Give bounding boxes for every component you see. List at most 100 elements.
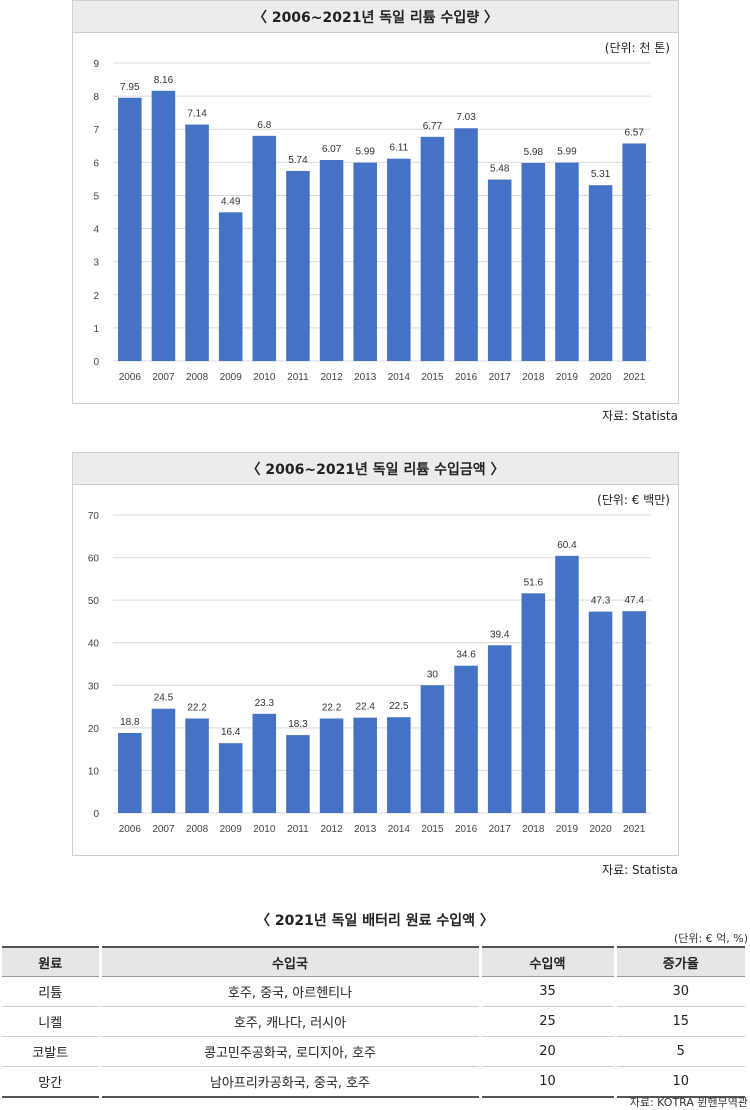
table-row: 리튬 호주, 중국, 아르헨티나 35 30 bbox=[2, 976, 745, 1007]
bar bbox=[151, 708, 176, 813]
x-tick-label: 2017 bbox=[489, 824, 512, 835]
data-label: 22.2 bbox=[322, 702, 342, 713]
bar bbox=[319, 160, 344, 361]
data-label: 7.95 bbox=[120, 82, 140, 93]
table-cell: 10 bbox=[478, 1066, 615, 1098]
data-label: 60.4 bbox=[557, 540, 577, 551]
table-cell: 니켈 bbox=[2, 1006, 100, 1037]
table-cell: 망간 bbox=[2, 1066, 100, 1098]
data-label: 18.3 bbox=[288, 719, 308, 730]
y-tick-label: 70 bbox=[88, 511, 100, 522]
bar bbox=[118, 97, 142, 362]
y-tick-label: 3 bbox=[93, 258, 99, 269]
column-header: 수입국 bbox=[98, 946, 480, 977]
x-tick-label: 2008 bbox=[186, 824, 209, 835]
bar bbox=[454, 665, 478, 813]
chart-frame: (단위: 천 톤) 0 1 2 3 4 5 6 7 8 9 7.95 2006 8.16 2007 7.14… bbox=[72, 32, 679, 404]
x-tick-label: 2009 bbox=[220, 824, 243, 835]
bar bbox=[622, 143, 646, 361]
data-label: 23.3 bbox=[255, 698, 275, 709]
data-label: 47.4 bbox=[624, 595, 644, 606]
table-cell: 5 bbox=[613, 1036, 745, 1067]
column-header: 수입액 bbox=[478, 946, 615, 977]
x-tick-label: 2019 bbox=[556, 372, 579, 383]
bar bbox=[387, 158, 411, 361]
table-cell: 호주, 캐나다, 러시아 bbox=[98, 1006, 480, 1037]
y-tick-label: 6 bbox=[93, 158, 99, 169]
table-cell: 15 bbox=[613, 1006, 745, 1037]
bar bbox=[319, 718, 344, 813]
bar bbox=[286, 735, 310, 813]
x-tick-label: 2006 bbox=[119, 372, 142, 383]
data-label: 24.5 bbox=[154, 693, 174, 704]
data-label: 47.3 bbox=[591, 596, 611, 607]
data-label: 39.4 bbox=[490, 629, 510, 640]
bar bbox=[420, 136, 445, 361]
data-label: 8.16 bbox=[154, 75, 174, 86]
chart-frame: (단위: € 백만) 0 10 20 30 40 50 60 70 18.8 2006 24.5 20… bbox=[72, 484, 679, 856]
table-cell: 35 bbox=[478, 976, 615, 1007]
data-label: 7.14 bbox=[187, 109, 207, 120]
y-tick-label: 30 bbox=[88, 681, 100, 692]
bar bbox=[420, 685, 445, 813]
bar bbox=[286, 170, 310, 361]
x-tick-label: 2011 bbox=[287, 372, 309, 383]
y-tick-label: 0 bbox=[93, 357, 99, 368]
y-tick-label: 60 bbox=[88, 554, 100, 565]
bar bbox=[521, 593, 546, 813]
table-header-row: 원료 수입국 수입액 증가율 bbox=[2, 946, 745, 977]
bar bbox=[387, 717, 411, 813]
y-tick-label: 9 bbox=[93, 59, 99, 70]
bar bbox=[185, 124, 209, 361]
bar bbox=[185, 718, 209, 813]
data-label: 7.03 bbox=[456, 112, 476, 123]
x-tick-label: 2016 bbox=[455, 824, 478, 835]
table-row: 코발트 콩고민주공화국, 로디지아, 호주 20 5 bbox=[2, 1036, 745, 1067]
bar bbox=[353, 162, 377, 361]
bar bbox=[555, 555, 579, 813]
table-cell: 남아프리카공화국, 중국, 호주 bbox=[98, 1066, 480, 1098]
x-tick-label: 2014 bbox=[388, 824, 411, 835]
x-tick-label: 2010 bbox=[253, 372, 276, 383]
x-tick-label: 2013 bbox=[354, 824, 377, 835]
chart-lithium-value: 〈 2006~2021년 독일 리튬 수입금액 〉 (단위: € 백만) 0 10… bbox=[72, 452, 679, 856]
x-tick-label: 2011 bbox=[287, 824, 309, 835]
data-label: 22.4 bbox=[355, 702, 375, 713]
x-tick-label: 2013 bbox=[354, 372, 377, 383]
x-tick-label: 2012 bbox=[320, 824, 343, 835]
table-unit: (단위: € 억, %) bbox=[673, 932, 748, 945]
table-cell: 리튬 bbox=[2, 976, 100, 1007]
data-label: 4.49 bbox=[221, 196, 241, 207]
column-header: 원료 bbox=[2, 946, 100, 977]
data-label: 51.6 bbox=[524, 577, 544, 588]
data-label: 18.8 bbox=[120, 717, 140, 728]
bar bbox=[487, 179, 512, 361]
x-tick-label: 2007 bbox=[152, 372, 175, 383]
table-title: 〈 2021년 독일 배터리 원료 수입액 〉 bbox=[256, 913, 494, 929]
y-tick-label: 1 bbox=[93, 324, 99, 335]
data-label: 5.98 bbox=[524, 147, 544, 158]
x-tick-label: 2020 bbox=[589, 824, 612, 835]
data-label: 5.48 bbox=[490, 164, 510, 175]
x-tick-label: 2015 bbox=[421, 824, 444, 835]
battery-material-table: 원료 수입국 수입액 증가율 리튬 호주, 중국, 아르헨티나 35 30 니켈… bbox=[2, 946, 745, 1098]
y-tick-label: 20 bbox=[88, 724, 100, 735]
bar bbox=[487, 645, 512, 813]
unit-label: (단위: 천 톤) bbox=[604, 41, 670, 55]
table-cell: 25 bbox=[478, 1006, 615, 1037]
x-tick-label: 2017 bbox=[489, 372, 512, 383]
bar bbox=[353, 717, 377, 813]
source-label: 자료: Statista bbox=[602, 863, 678, 877]
data-label: 5.99 bbox=[355, 147, 375, 158]
chart-title: 〈 2006~2021년 독일 리튬 수입금액 〉 bbox=[72, 452, 679, 484]
table-row: 망간 남아프리카공화국, 중국, 호주 10 10 bbox=[2, 1066, 745, 1098]
y-tick-label: 8 bbox=[93, 92, 99, 103]
data-label: 6.77 bbox=[423, 121, 443, 132]
bar bbox=[252, 135, 277, 361]
source-label: 자료: Statista bbox=[602, 409, 678, 423]
bar bbox=[622, 611, 646, 813]
x-tick-label: 2008 bbox=[186, 372, 209, 383]
bar bbox=[252, 713, 277, 813]
data-label: 22.5 bbox=[389, 701, 409, 712]
bar bbox=[555, 162, 579, 361]
